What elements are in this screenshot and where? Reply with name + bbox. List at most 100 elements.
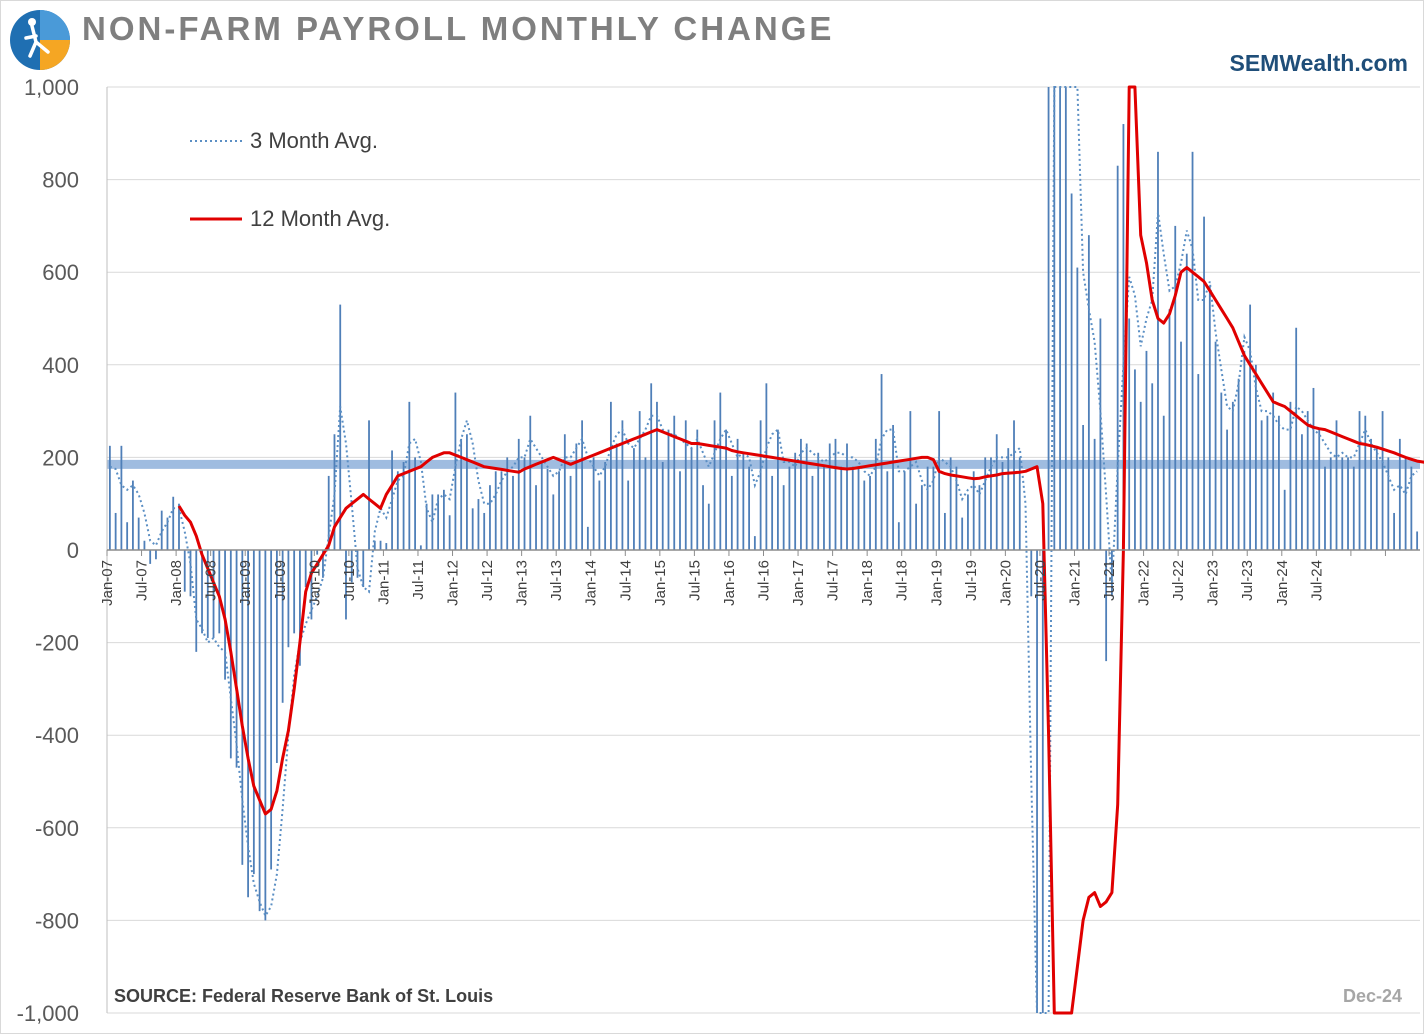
bar — [592, 457, 595, 550]
y-tick-label: 400 — [42, 353, 79, 378]
x-tick-label: Jan-21 — [1066, 560, 1083, 606]
brand-link[interactable]: SEMWealth.com — [1229, 50, 1409, 76]
bar — [771, 475, 774, 550]
y-tick-label: 800 — [42, 168, 79, 193]
x-tick-label: Jul-13 — [548, 560, 565, 601]
x-tick-label: Jan-19 — [928, 560, 945, 606]
bar — [1243, 350, 1246, 550]
x-tick-label: Jul-09 — [272, 560, 289, 601]
bar — [327, 475, 330, 550]
bar — [984, 457, 987, 550]
bar — [759, 420, 762, 550]
bar — [373, 540, 376, 550]
bar — [1358, 411, 1361, 550]
bar — [846, 443, 848, 550]
bar — [1208, 286, 1211, 550]
bar — [978, 485, 981, 550]
x-tick-label: Jul-11 — [410, 560, 427, 600]
bar — [581, 420, 583, 550]
bar — [1312, 387, 1315, 550]
bar — [252, 550, 255, 875]
bar — [1266, 415, 1269, 550]
bar — [1347, 457, 1349, 550]
bar — [1041, 550, 1044, 1013]
x-tick-label: Jul-22 — [1170, 560, 1187, 601]
bar — [275, 550, 278, 763]
bar — [696, 429, 699, 550]
bar — [1260, 420, 1263, 550]
bar — [707, 503, 710, 550]
bar — [1180, 341, 1182, 550]
bar — [137, 517, 140, 550]
bar — [1231, 401, 1234, 550]
y-tick-labels: -1,000 -800 -600 -400 -200 0 200 400 600 800 1,000 — [17, 75, 79, 1026]
bar — [1059, 87, 1061, 550]
bar — [1122, 124, 1125, 550]
bar — [811, 475, 814, 550]
bar — [1214, 341, 1217, 550]
bar — [471, 508, 474, 550]
bar — [633, 448, 635, 550]
x-tick-label: Jan-23 — [1205, 560, 1222, 606]
bar — [621, 420, 624, 550]
bar — [310, 550, 313, 620]
y-tick-label: 200 — [42, 445, 79, 470]
bar — [512, 475, 514, 550]
bar — [535, 485, 537, 550]
bar — [402, 462, 405, 550]
x-tick-label: Jan-11 — [375, 560, 392, 605]
bar — [684, 420, 687, 550]
bar — [805, 443, 808, 550]
bar — [776, 429, 779, 550]
legend-avg12-label: 12 Month Avg. — [250, 206, 390, 231]
bar — [1093, 438, 1096, 550]
bar — [281, 550, 284, 703]
x-tick-label: Jan-20 — [997, 560, 1014, 606]
x-tick-label: Jan-08 — [168, 560, 185, 606]
bar — [1128, 318, 1131, 550]
bar — [794, 452, 797, 550]
bar — [546, 468, 549, 550]
monthly-bars — [108, 87, 1419, 1013]
y-tick-label: 600 — [42, 260, 79, 285]
bar — [880, 374, 883, 550]
bar — [995, 434, 998, 550]
y-tick-label: -200 — [35, 631, 79, 656]
bar — [1145, 350, 1148, 550]
x-tick-label: Jul-14 — [617, 560, 634, 601]
chart-title: NON-FARM PAYROLL MONTHLY CHANGE — [82, 10, 835, 47]
bar — [1283, 489, 1286, 550]
bar — [183, 550, 186, 592]
bar — [955, 466, 958, 550]
bar — [466, 434, 468, 550]
x-tick-labels: Jan-07 Jul-07 Jan-08 Jul-08 Jan-09 Jul-09 Jan-… — [99, 560, 1325, 606]
bar — [293, 550, 296, 634]
bar — [322, 550, 324, 578]
x-tick-label: Jul-23 — [1239, 560, 1256, 601]
bar — [1162, 415, 1165, 550]
bar — [201, 550, 203, 634]
bar — [828, 443, 831, 550]
bar — [920, 485, 923, 550]
bar — [500, 471, 503, 550]
x-tick-label: Jul-18 — [894, 560, 911, 601]
bar — [368, 420, 370, 550]
bar — [627, 480, 630, 550]
bar — [615, 443, 618, 550]
bar — [1053, 87, 1056, 550]
bar — [1157, 151, 1159, 550]
bar — [857, 466, 860, 550]
bar — [1375, 448, 1378, 550]
bar — [339, 304, 342, 550]
bar — [206, 550, 209, 638]
bar — [1082, 424, 1085, 550]
bar — [1329, 457, 1332, 550]
bar — [1318, 429, 1321, 550]
bar — [1364, 415, 1367, 550]
bar — [909, 411, 912, 550]
bar — [840, 466, 843, 550]
bar — [690, 448, 693, 550]
x-tick-label: Jan-10 — [306, 560, 323, 606]
bar — [915, 503, 918, 550]
